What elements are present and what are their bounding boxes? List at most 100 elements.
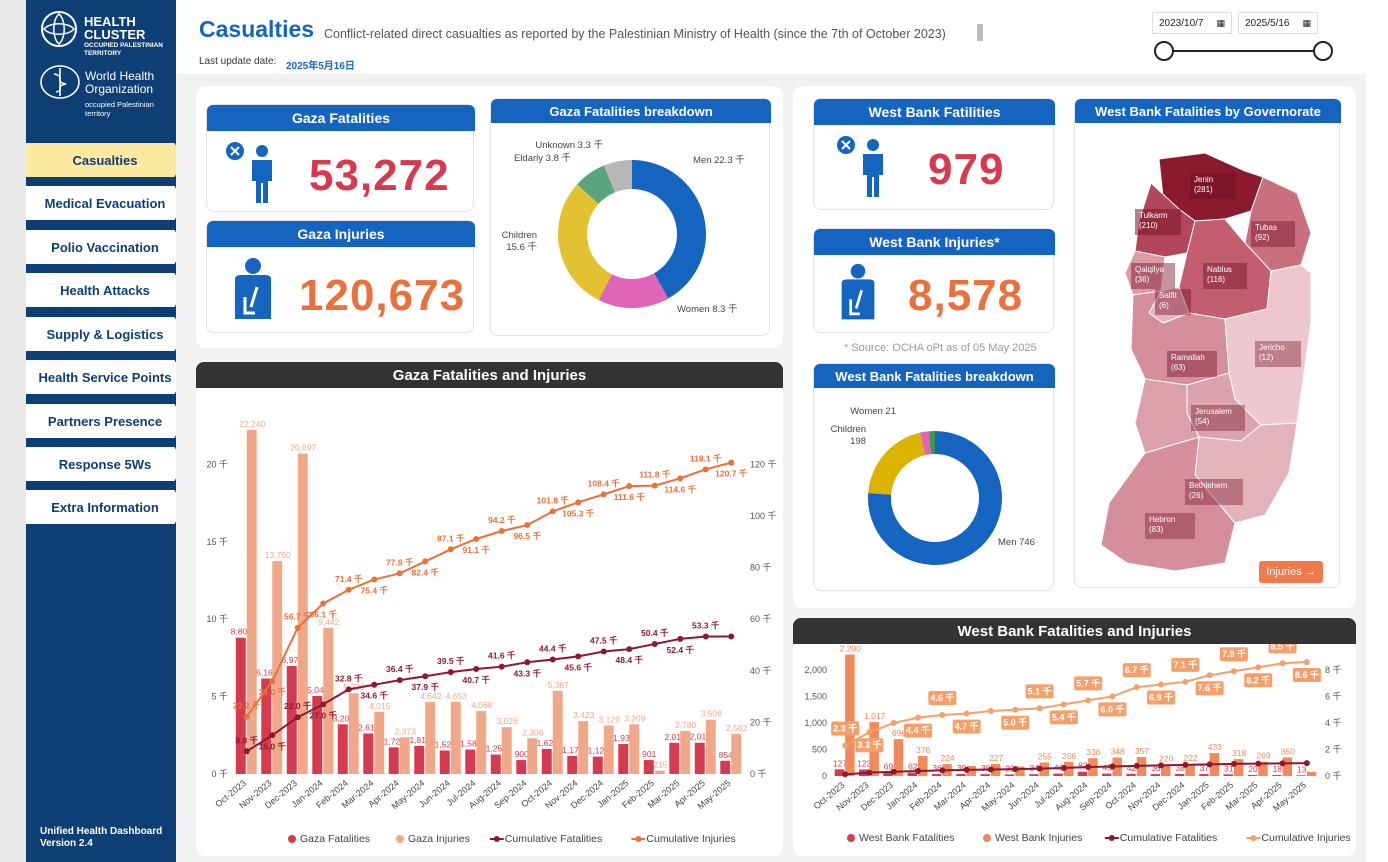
- bar-data-label: 3,423: [573, 710, 595, 720]
- bar: [592, 756, 603, 774]
- line-label-box: [1098, 702, 1127, 717]
- line-data-label: 101.8 千: [537, 495, 570, 505]
- donut-label: Men 746: [998, 537, 1035, 548]
- line-point: [1182, 678, 1189, 685]
- bar: [337, 724, 348, 774]
- bar-data-label: 35: [981, 763, 991, 773]
- bar: [439, 750, 450, 774]
- line-label-box: [1147, 690, 1176, 705]
- bar-data-label: 357: [1135, 746, 1149, 756]
- line-data-label: 66.1 千: [310, 609, 338, 619]
- line-data-label: 71.4 千: [335, 574, 363, 584]
- bar-data-label: 3,209: [333, 713, 355, 723]
- gaza-injuries-value: 120,673: [299, 271, 466, 320]
- line-data-label: 6.0 千: [1100, 703, 1124, 714]
- bar-data-label: 215: [653, 760, 667, 770]
- line-point: [702, 466, 709, 473]
- nav-supply-logistics[interactable]: Supply & Logistics: [26, 317, 184, 351]
- line-data-label: 41.6 千: [488, 651, 516, 661]
- line-data-label: 52.4 千: [667, 645, 695, 655]
- donut-label: 15.6 千: [506, 242, 537, 253]
- bar: [1199, 774, 1209, 776]
- calendar-icon[interactable]: ▦: [1216, 17, 1225, 28]
- y-right-tick-label: 120 千: [750, 459, 777, 469]
- line-point: [866, 729, 873, 736]
- bar-data-label: 4,015: [369, 701, 391, 711]
- line-point: [842, 742, 849, 749]
- bar: [1174, 773, 1185, 776]
- bar: [567, 755, 578, 774]
- legend-label: West Bank Injuries: [995, 832, 1082, 844]
- bar: [931, 774, 942, 776]
- who-line2: Organization: [85, 82, 154, 96]
- bar-data-label: 3,026: [497, 716, 519, 726]
- line-point: [1279, 660, 1286, 667]
- line-label-box: [952, 719, 981, 734]
- bar: [1282, 757, 1292, 776]
- update-value: 2025年5月16日: [286, 61, 355, 72]
- bar-data-label: 1,811: [409, 735, 430, 745]
- date-to-input[interactable]: 2025/5/16 ▦: [1238, 12, 1318, 34]
- bar: [1161, 764, 1171, 776]
- nav-extra-information[interactable]: Extra Information: [26, 490, 184, 524]
- date-slider-start-handle[interactable]: [1154, 41, 1174, 61]
- date-from-input[interactable]: 2023/10/7 ▦: [1152, 12, 1232, 34]
- y-right-tick-label: 20 千: [750, 717, 772, 727]
- date-slider-track[interactable]: [1162, 50, 1322, 52]
- line-label-box: [1074, 676, 1103, 691]
- line-point: [1085, 697, 1092, 704]
- line-point: [728, 459, 735, 466]
- donut-slice: [603, 160, 632, 193]
- bar: [1247, 774, 1258, 776]
- bar-data-label: 2,373: [395, 726, 417, 736]
- gaza-breakdown-card: Gaza Fatalities breakdown Men 22.3 千 Wome…: [490, 98, 771, 336]
- nav-response-5ws[interactable]: Response 5Ws: [26, 447, 184, 481]
- bar-data-label: 350: [1281, 746, 1295, 756]
- map-injuries-button[interactable]: Injuries →: [1259, 561, 1323, 583]
- line-point: [1133, 684, 1140, 691]
- line-point: [1012, 766, 1019, 773]
- gaza-fatalities-title: Gaza Fatalities: [207, 105, 475, 131]
- line-label-box: [1001, 715, 1030, 730]
- bar: [1102, 773, 1112, 776]
- line-point: [294, 714, 301, 721]
- map-label-qalqilya: Qalqilya (36): [1131, 263, 1175, 289]
- line-point: [915, 714, 922, 721]
- line-point: [447, 669, 454, 676]
- bar-data-label: 2,617: [358, 722, 380, 732]
- main-area: Casualties Conflict-related direct casua…: [176, 0, 1366, 862]
- subtitle-marker: [977, 24, 983, 41]
- line-point: [422, 673, 429, 680]
- nav-health-service-points[interactable]: Health Service Points: [26, 360, 184, 394]
- line-data-label: 53.3 千: [692, 621, 720, 631]
- bar-data-label: 2,290: [840, 644, 862, 654]
- line-data-label: 27.0 千: [310, 710, 338, 720]
- calendar-icon[interactable]: ▦: [1302, 17, 1311, 28]
- nav-partners-presence[interactable]: Partners Presence: [26, 404, 184, 438]
- legend-marker: [1108, 835, 1115, 841]
- bar: [980, 774, 990, 776]
- bar-data-label: 1,170: [562, 745, 584, 755]
- footer-line2: Version 2.4: [40, 838, 93, 849]
- wb-fatalities-value: 979: [928, 145, 1005, 194]
- nav-casualties[interactable]: Casualties: [26, 143, 184, 177]
- line-data-label: 94.2 千: [488, 515, 516, 525]
- bar: [883, 772, 893, 776]
- bar-data-label: 127: [833, 758, 847, 768]
- bar-data-label: 82: [1078, 761, 1088, 771]
- wb-fatalities-card: West Bank Fatilities 979: [813, 98, 1055, 210]
- nav-medical-evacuation[interactable]: Medical Evacuation: [26, 186, 184, 220]
- line-data-label: 96.5 千: [514, 531, 542, 541]
- nav-polio-vaccination[interactable]: Polio Vaccination: [26, 230, 184, 264]
- legend-label: West Bank Fatalities: [859, 832, 955, 844]
- y-left-tick-label: 1,500: [804, 691, 827, 701]
- nav-health-attacks[interactable]: Health Attacks: [26, 273, 184, 307]
- bar-data-label: 38: [1175, 763, 1185, 773]
- bar-data-label: 220: [1159, 753, 1173, 763]
- line-data-label: 118.1 千: [690, 453, 722, 463]
- legend-marker: [396, 835, 404, 843]
- date-slider-end-handle[interactable]: [1313, 41, 1333, 61]
- y-left-tick-label: 1,000: [804, 718, 827, 728]
